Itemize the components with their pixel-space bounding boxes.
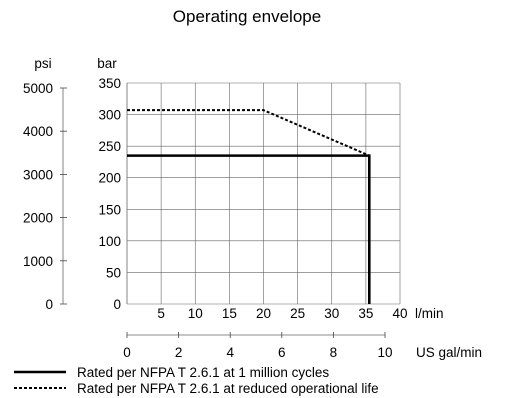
psi-tick-label: 1000 bbox=[23, 254, 53, 269]
gpm-tick-label: 4 bbox=[226, 345, 234, 360]
bar-tick-label: 0 bbox=[113, 297, 121, 312]
lpm-tick-label: 5 bbox=[157, 306, 165, 321]
gpm-tick-label: 8 bbox=[330, 345, 338, 360]
bar-tick-label: 150 bbox=[98, 202, 121, 217]
gpm-tick-label: 2 bbox=[175, 345, 183, 360]
series-layer bbox=[127, 109, 371, 304]
bar-tick-label: 200 bbox=[98, 171, 121, 186]
lpm-tick-label: 25 bbox=[290, 306, 305, 321]
bar-tick-label: 50 bbox=[106, 265, 121, 280]
chart-title: Operating envelope bbox=[173, 7, 321, 26]
bar-tick-label: 300 bbox=[98, 108, 121, 123]
bar-tick-label: 250 bbox=[98, 139, 121, 154]
psi-tick-label: 0 bbox=[45, 297, 53, 312]
lpm-axis-unit: l/min bbox=[415, 306, 444, 321]
gpm-tick-label: 10 bbox=[377, 345, 392, 360]
gpm-tick-label: 6 bbox=[278, 345, 286, 360]
series-reduced-life-line bbox=[127, 109, 370, 157]
lpm-tick-label: 10 bbox=[188, 306, 203, 321]
gpm-axis-unit: US gal/min bbox=[416, 345, 482, 360]
lpm-tick-label: 20 bbox=[256, 306, 271, 321]
lpm-axis-ticks: 5 10 15 20 25 30 35 40 bbox=[157, 306, 407, 321]
psi-tick-label: 5000 bbox=[23, 81, 53, 96]
bar-axis-unit: bar bbox=[97, 56, 117, 71]
bar-tick-label: 350 bbox=[98, 76, 121, 91]
legend: Rated per NFPA T 2.6.1 at 1 million cycl… bbox=[14, 365, 379, 396]
lpm-tick-label: 30 bbox=[324, 306, 339, 321]
psi-tick-label: 3000 bbox=[23, 167, 53, 182]
bar-tick-label: 100 bbox=[98, 234, 121, 249]
bar-axis-ticks: 350 300 250 200 150 100 50 0 bbox=[98, 76, 121, 312]
lpm-tick-label: 35 bbox=[358, 306, 373, 321]
legend-label: Rated per NFPA T 2.6.1 at 1 million cycl… bbox=[77, 365, 329, 380]
psi-tick-label: 2000 bbox=[23, 211, 53, 226]
lpm-tick-label: 40 bbox=[392, 306, 407, 321]
gpm-tick-label: 0 bbox=[123, 345, 131, 360]
plot-grid bbox=[126, 82, 401, 305]
psi-tick-label: 4000 bbox=[23, 124, 53, 139]
psi-axis: 5000 4000 3000 2000 1000 0 bbox=[23, 81, 67, 312]
gpm-axis: 0 2 4 6 8 10 bbox=[123, 332, 393, 360]
psi-axis-unit: psi bbox=[34, 56, 51, 71]
legend-label: Rated per NFPA T 2.6.1 at reduced operat… bbox=[77, 381, 379, 396]
lpm-tick-label: 15 bbox=[222, 306, 237, 321]
